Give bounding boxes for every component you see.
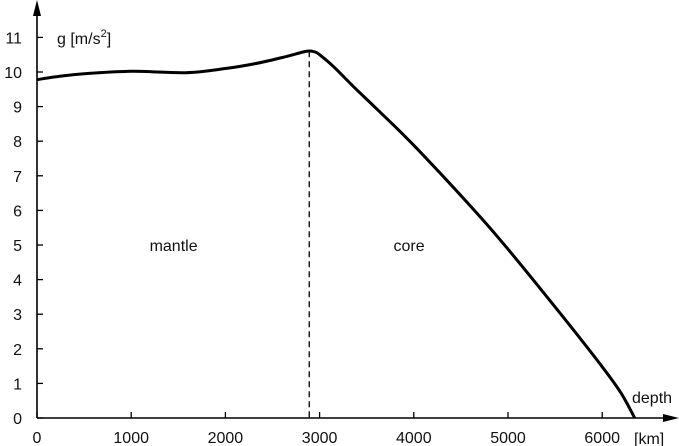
y-tick-label: 4 [13, 273, 22, 290]
x-axis-arrow-icon [663, 414, 679, 422]
y-axis-arrow-icon [33, 0, 41, 16]
y-axis-label: g [m/s2] [57, 28, 111, 48]
region-label-core: core [394, 238, 425, 255]
x-tick-label: 3000 [302, 430, 338, 446]
y-tick-label: 8 [13, 134, 22, 151]
y-tick-label: 10 [4, 65, 22, 82]
y-tick-label: 3 [13, 307, 22, 324]
x-tick-label: 0 [33, 430, 42, 446]
x-tick-label: 4000 [396, 430, 432, 446]
y-tick-label: 1 [13, 376, 22, 393]
axes [33, 0, 679, 422]
y-tick-label: 5 [13, 238, 22, 255]
x-axis-label: depth [632, 390, 672, 407]
x-tick-label: 6000 [584, 430, 620, 446]
gravity-curve [36, 49, 637, 419]
y-tick-label: 9 [13, 100, 22, 117]
y-tick-label: 11 [5, 30, 22, 47]
x-tick-label: 2000 [208, 430, 244, 446]
x-tick-label: 5000 [490, 430, 526, 446]
y-tick-label: 0 [13, 411, 22, 428]
x-axis-unit: [km] [634, 431, 664, 446]
y-tick-label: 6 [13, 203, 22, 220]
region-label-mantle: mantle [150, 238, 198, 255]
y-tick-label: 2 [13, 342, 22, 359]
y-tick-label: 7 [13, 169, 22, 186]
x-tick-label: 1000 [113, 430, 149, 446]
